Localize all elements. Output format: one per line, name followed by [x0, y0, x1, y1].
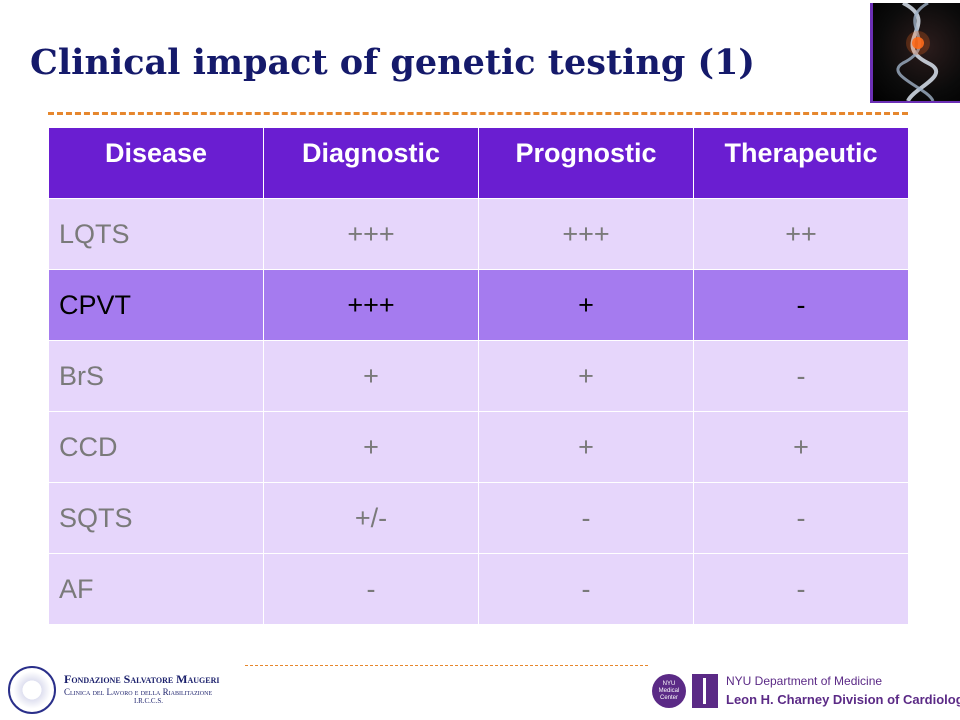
cell-disease: AF: [48, 553, 264, 625]
cell-prognostic: +: [478, 411, 694, 483]
nyu-division: Leon H. Charney Division of Cardiology: [726, 692, 960, 707]
cell-disease: SQTS: [48, 482, 264, 554]
nyu-department: NYU Department of Medicine: [726, 674, 883, 688]
cell-diagnostic: +/-: [263, 482, 479, 554]
maugeri-seal-icon: [8, 666, 56, 714]
cell-therapeutic: -: [693, 553, 909, 625]
table-row: LQTS +++ +++ ++: [48, 198, 909, 270]
cell-prognostic: -: [478, 482, 694, 554]
cell-therapeutic: ++: [693, 198, 909, 270]
table-row: CCD + + +: [48, 411, 909, 483]
maugeri-logo-text: Fondazione Salvatore Maugeri Clinica del…: [64, 672, 220, 705]
maugeri-subtitle: Clinica del Lavoro e della Riabilitazion…: [64, 687, 213, 697]
cell-diagnostic: +++: [263, 269, 479, 341]
genetic-testing-table: Disease Diagnostic Prognostic Therapeuti…: [48, 127, 909, 625]
dna-helix-icon: [896, 1, 938, 103]
caduceus-icon: [692, 674, 718, 708]
cell-therapeutic: +: [693, 411, 909, 483]
cell-prognostic: +: [478, 269, 694, 341]
cell-prognostic: +++: [478, 198, 694, 270]
cell-therapeutic: -: [693, 340, 909, 412]
cell-disease: CPVT: [48, 269, 264, 341]
footer-divider: [245, 665, 648, 666]
header-therapeutic: Therapeutic: [693, 127, 909, 199]
header-prognostic: Prognostic: [478, 127, 694, 199]
table-row: AF - - -: [48, 553, 909, 625]
cell-prognostic: +: [478, 340, 694, 412]
table-row-highlighted: CPVT +++ + -: [48, 269, 909, 341]
table-row: BrS + + -: [48, 340, 909, 412]
cell-disease: BrS: [48, 340, 264, 412]
cell-therapeutic: -: [693, 269, 909, 341]
table-row: SQTS +/- - -: [48, 482, 909, 554]
nyu-medical-center-badge: NYU Medical Center: [652, 674, 686, 708]
cell-therapeutic: -: [693, 482, 909, 554]
cell-diagnostic: +++: [263, 198, 479, 270]
nyu-cardiology-logo: NYU Medical Center NYU Department of Med…: [652, 672, 960, 716]
header-diagnostic: Diagnostic: [263, 127, 479, 199]
maugeri-name: Fondazione Salvatore Maugeri: [64, 672, 220, 686]
title-divider: [48, 112, 908, 115]
slide-title: Clinical impact of genetic testing (1): [30, 42, 755, 83]
cell-disease: LQTS: [48, 198, 264, 270]
cell-prognostic: -: [478, 553, 694, 625]
table-header-row: Disease Diagnostic Prognostic Therapeuti…: [48, 127, 909, 199]
fondazione-maugeri-logo: Fondazione Salvatore Maugeri Clinica del…: [8, 666, 240, 716]
dna-helix-image: [870, 1, 960, 103]
header-disease: Disease: [48, 127, 264, 199]
cell-diagnostic: +: [263, 411, 479, 483]
cell-diagnostic: -: [263, 553, 479, 625]
cell-diagnostic: +: [263, 340, 479, 412]
maugeri-tag: I.R.C.C.S.: [134, 697, 163, 705]
cell-disease: CCD: [48, 411, 264, 483]
